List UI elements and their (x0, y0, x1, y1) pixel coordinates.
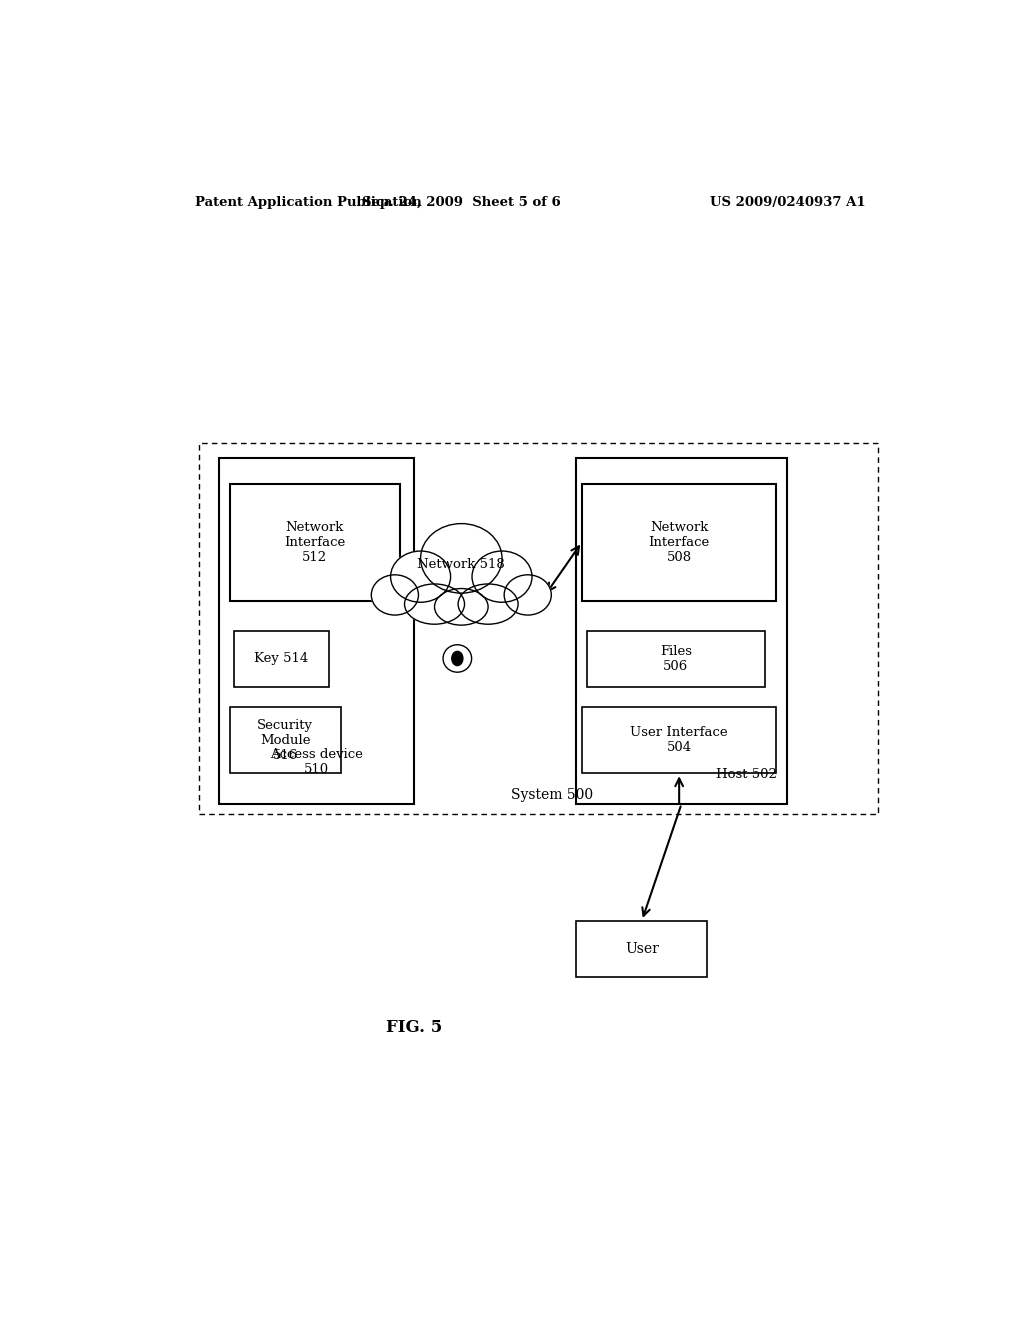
Text: Network 518: Network 518 (418, 558, 505, 572)
Bar (229, 708, 341, 774)
Ellipse shape (390, 550, 451, 602)
Bar (219, 458, 414, 804)
Ellipse shape (404, 583, 465, 624)
Text: Files
506: Files 506 (660, 645, 692, 673)
Text: Access device
510: Access device 510 (270, 748, 362, 776)
Circle shape (452, 651, 463, 665)
Bar (577, 921, 708, 977)
Bar (200, 444, 878, 814)
Ellipse shape (421, 524, 502, 593)
Ellipse shape (443, 644, 472, 672)
Ellipse shape (504, 574, 551, 615)
Bar (582, 483, 776, 601)
Text: Security
Module
516: Security Module 516 (257, 719, 313, 762)
Ellipse shape (434, 589, 488, 626)
Text: Key 514: Key 514 (254, 652, 308, 665)
Ellipse shape (372, 574, 419, 615)
Text: User Interface
504: User Interface 504 (631, 726, 728, 754)
Text: US 2009/0240937 A1: US 2009/0240937 A1 (711, 195, 866, 209)
Text: Patent Application Publication: Patent Application Publication (196, 195, 422, 209)
Bar (233, 631, 329, 686)
Text: User: User (625, 941, 658, 956)
Bar (587, 631, 765, 686)
Text: System 500: System 500 (511, 788, 593, 801)
Text: Sep. 24, 2009  Sheet 5 of 6: Sep. 24, 2009 Sheet 5 of 6 (361, 195, 561, 209)
Text: FIG. 5: FIG. 5 (386, 1019, 441, 1036)
Text: Network
Interface
512: Network Interface 512 (285, 520, 345, 564)
Bar (229, 483, 400, 601)
Text: Host 502: Host 502 (717, 768, 777, 781)
Ellipse shape (472, 550, 532, 602)
Ellipse shape (458, 583, 518, 624)
Bar (582, 708, 776, 774)
Text: Network
Interface
508: Network Interface 508 (648, 520, 710, 564)
Bar (577, 458, 786, 804)
